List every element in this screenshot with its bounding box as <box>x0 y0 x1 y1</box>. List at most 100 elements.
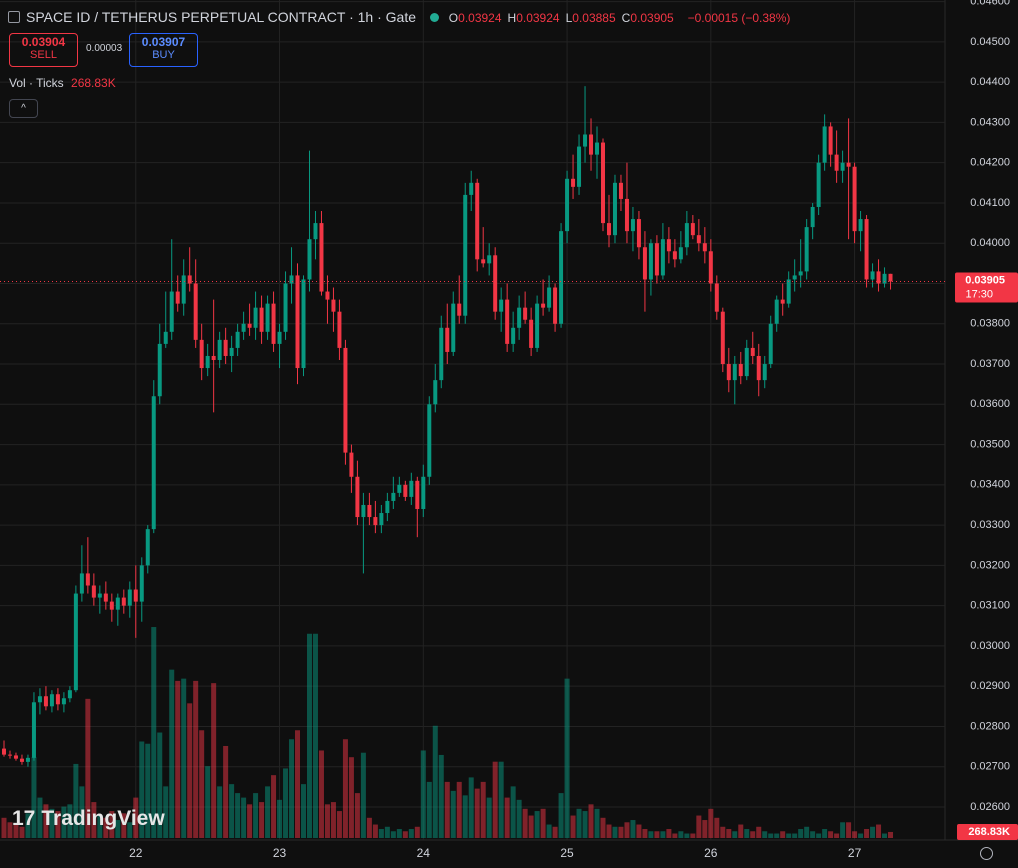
candle-body <box>115 597 120 610</box>
volume-bar <box>486 797 492 838</box>
settings-icon[interactable] <box>980 847 993 860</box>
candle-body <box>553 287 558 324</box>
volume-bar <box>720 826 726 838</box>
sell-button[interactable]: 0.03904 SELL <box>9 33 78 67</box>
candle-body <box>217 339 222 360</box>
volume-bar <box>702 820 708 838</box>
candle-body <box>583 134 588 147</box>
candle-body <box>187 275 192 284</box>
volume-bar <box>582 811 588 838</box>
volume-tag-label: 268.83K <box>968 826 1010 838</box>
ohlc-value: 0.03905 <box>630 11 674 25</box>
volume-bar <box>762 831 768 838</box>
candle-body <box>756 355 761 381</box>
volume-bar <box>372 824 378 838</box>
volume-bar <box>127 822 133 838</box>
volume-bar <box>744 829 750 838</box>
candle-body <box>247 323 252 328</box>
y-tick-label: 0.03000 <box>970 640 1010 652</box>
volume-bar <box>552 826 558 838</box>
volume-bar <box>732 831 738 838</box>
volume-bar <box>408 829 414 838</box>
volume-bar <box>636 824 642 838</box>
candle-body <box>415 480 420 509</box>
candle-body <box>726 364 731 381</box>
volume-bar <box>798 829 804 838</box>
candle-body <box>690 223 695 236</box>
candle-body <box>211 355 216 360</box>
candle-body <box>61 698 66 705</box>
volume-bar <box>55 811 61 838</box>
candle-body <box>660 239 665 276</box>
volume-bar <box>301 784 306 838</box>
candle-body <box>283 283 288 332</box>
candle-body <box>163 331 168 344</box>
collapse-icon[interactable] <box>8 11 20 23</box>
volume-bar <box>1 817 7 838</box>
y-tick-label: 0.04200 <box>970 157 1010 169</box>
volume-bar <box>498 761 504 838</box>
volume-bar <box>223 745 229 838</box>
volume-bar <box>756 826 762 838</box>
collapse-button[interactable]: ^ <box>9 99 38 118</box>
volume-bar <box>187 703 193 838</box>
candle-body <box>55 694 60 705</box>
candle-body <box>253 307 258 328</box>
candle-body <box>864 219 869 280</box>
y-tick-label: 0.03300 <box>970 519 1010 531</box>
volume-bar <box>175 680 181 838</box>
volume-bar <box>816 833 822 838</box>
candle-body <box>738 364 743 377</box>
volume-bar <box>426 781 432 838</box>
candle-body <box>565 178 570 232</box>
candle-body <box>852 166 857 232</box>
candle-body <box>636 219 641 248</box>
ohlc-value: 0.03924 <box>458 11 502 25</box>
candle-body <box>25 757 30 762</box>
volume-bar <box>31 757 37 838</box>
volume-bar <box>390 831 396 838</box>
volume-legend-title: Vol · Ticks <box>9 76 64 90</box>
candle-body <box>780 299 785 304</box>
y-tick-label: 0.02800 <box>970 720 1010 732</box>
volume-bar <box>336 811 342 838</box>
candle-body <box>403 484 408 497</box>
buy-button[interactable]: 0.03907 BUY <box>129 33 198 67</box>
candle-body <box>547 287 552 308</box>
candle-body <box>325 291 330 300</box>
volume-bar <box>318 750 324 838</box>
volume-bar <box>852 831 858 838</box>
candle-body <box>313 223 318 240</box>
volume-bar <box>750 831 756 838</box>
candle-body <box>846 162 851 167</box>
volume-bar <box>648 831 654 838</box>
candle-body <box>49 694 54 707</box>
buy-price: 0.03907 <box>141 35 186 49</box>
volume-bar <box>295 730 301 838</box>
candle-body <box>816 162 821 207</box>
candle-body <box>205 355 210 369</box>
x-tick-label: 25 <box>560 846 574 860</box>
market-status <box>429 13 439 22</box>
volume-bar <box>25 813 31 838</box>
candle-body <box>612 182 617 236</box>
candle-body <box>241 323 246 332</box>
candle-body <box>559 231 564 324</box>
ohlc-key: H <box>507 11 517 25</box>
candle-body <box>624 198 629 232</box>
candle-body <box>870 271 875 280</box>
volume-bar <box>43 804 49 838</box>
candle-body <box>103 593 108 602</box>
candle-body <box>367 504 372 518</box>
candle-body <box>481 259 486 264</box>
volume-bar <box>612 826 618 838</box>
buy-label: BUY <box>152 49 175 61</box>
candle-body <box>798 271 803 276</box>
candle-body <box>361 504 366 518</box>
volume-bar <box>133 797 139 838</box>
y-tick-label: 0.04100 <box>970 197 1010 209</box>
last-price-tag <box>955 272 1018 303</box>
candle-body <box>882 273 887 284</box>
candle-body <box>301 279 306 369</box>
